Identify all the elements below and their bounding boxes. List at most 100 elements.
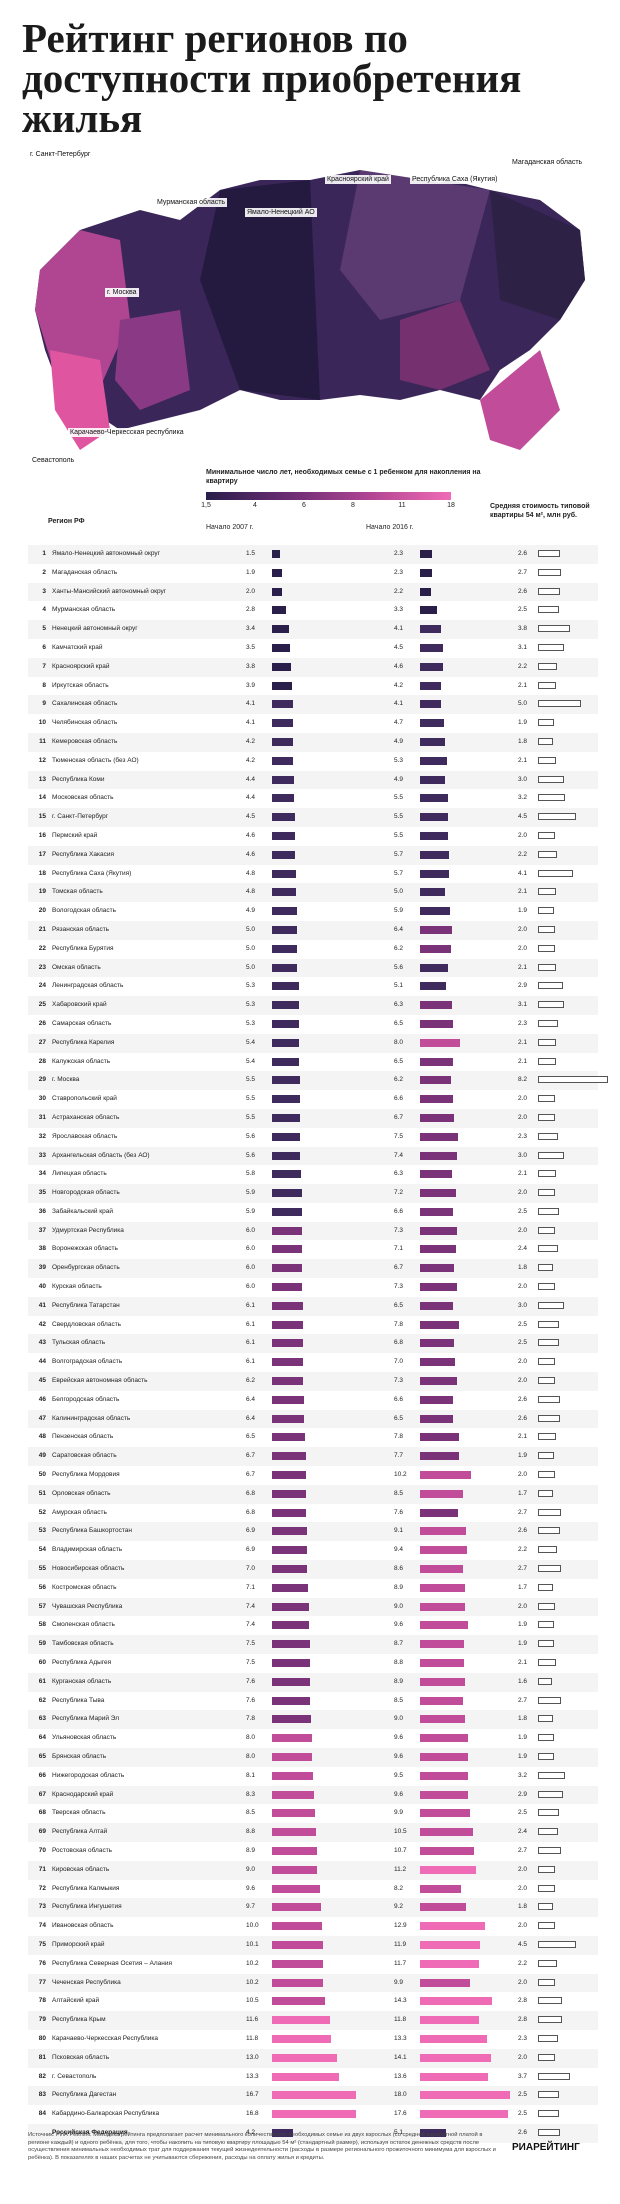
row-rank: 29 bbox=[38, 1076, 46, 1084]
row-rank: 35 bbox=[38, 1189, 46, 1197]
price-bar bbox=[538, 1659, 556, 1667]
row-rank: 28 bbox=[38, 1057, 46, 1065]
row-rank: 45 bbox=[38, 1377, 46, 1385]
price-bar bbox=[538, 1696, 562, 1704]
row-value-2007: 5.6 bbox=[246, 1151, 256, 1159]
row-value-2007: 5.0 bbox=[246, 944, 256, 952]
row-region: Омская область bbox=[52, 963, 101, 971]
row-rank: 68 bbox=[38, 1809, 46, 1817]
row-value-2007: 16.7 bbox=[246, 2091, 259, 2099]
row-value-2016: 10.7 bbox=[394, 1846, 407, 1854]
bar-2007 bbox=[272, 1414, 304, 1423]
price-bar bbox=[538, 1113, 556, 1121]
scale-tick: 11 bbox=[398, 502, 406, 509]
bar-2007 bbox=[272, 1095, 300, 1104]
row-region: Магаданская область bbox=[52, 568, 118, 576]
row-value-2007: 10.2 bbox=[246, 1959, 259, 1967]
row-region: Амурская область bbox=[52, 1508, 107, 1516]
row-rank: 40 bbox=[38, 1283, 46, 1291]
bar-2007 bbox=[272, 1245, 302, 1254]
row-value-2007: 10.1 bbox=[246, 1940, 259, 1948]
row-value-2007: 13.3 bbox=[246, 2072, 259, 2080]
table-row: 25 Хабаровский край 5.3 6.3 3.1 bbox=[28, 996, 598, 1015]
row-value-2016: 9.6 bbox=[394, 1734, 404, 1742]
row-rank: 31 bbox=[38, 1113, 46, 1121]
table-row: 35 Новгородская область 5.9 7.2 2.0 bbox=[28, 1184, 598, 1203]
table-row: 4 Мурманская область 2.8 3.3 2.5 bbox=[28, 601, 598, 620]
footnote: Источник: РИА Рейтинг. Методика рейтинга… bbox=[28, 2132, 496, 2161]
row-region: Ставропольский край bbox=[52, 1095, 117, 1103]
bar-2007 bbox=[272, 850, 295, 859]
bar-2007 bbox=[272, 662, 291, 671]
bar-2007 bbox=[272, 1001, 299, 1010]
row-value-2016: 11.8 bbox=[394, 2016, 407, 2024]
row-value-2016: 6.3 bbox=[394, 1170, 404, 1178]
row-price: 2.3 bbox=[518, 1019, 528, 1027]
table-row: 79 Республика Крым 11.6 11.8 2.8 bbox=[28, 2011, 598, 2030]
bar-2016 bbox=[420, 587, 431, 596]
table-row: 53 Республика Башкортостан 6.9 9.1 2.6 bbox=[28, 1522, 598, 1542]
row-value-2007: 5.5 bbox=[246, 1113, 256, 1121]
row-region: Саратовская область bbox=[52, 1452, 117, 1460]
bar-2016 bbox=[420, 2053, 491, 2062]
price-bar bbox=[538, 2034, 558, 2042]
table-row: 84 Кабардино-Балкарская Республика 16.8 17.… bbox=[28, 2105, 598, 2124]
row-region: г. Санкт-Петербург bbox=[52, 813, 109, 821]
row-value-2016: 17.6 bbox=[394, 2110, 407, 2118]
price-bar bbox=[538, 1151, 564, 1159]
price-bar bbox=[538, 1170, 556, 1178]
price-bar bbox=[538, 1245, 559, 1253]
row-rank: 15 bbox=[38, 813, 46, 821]
row-region: Удмуртская Республика bbox=[52, 1226, 124, 1234]
bar-2007 bbox=[272, 1734, 312, 1743]
bar-2007 bbox=[272, 1696, 310, 1705]
row-value-2007: 3.5 bbox=[246, 643, 256, 651]
row-value-2016: 4.7 bbox=[394, 719, 404, 727]
table-row: 64 Ульяновская область 8.0 9.6 1.9 bbox=[28, 1729, 598, 1748]
bar-2016 bbox=[420, 643, 443, 652]
row-price: 2.6 bbox=[518, 550, 528, 557]
row-rank: 14 bbox=[38, 794, 46, 802]
row-rank: 27 bbox=[38, 1038, 46, 1046]
table-row: 19 Томская область 4.8 5.0 2.1 bbox=[28, 883, 598, 903]
row-value-2016: 6.7 bbox=[394, 1113, 404, 1121]
row-value-2016: 6.5 bbox=[394, 1019, 404, 1027]
row-rank: 84 bbox=[38, 2110, 46, 2118]
bar-2007 bbox=[272, 1865, 317, 1874]
row-region: Самарская область bbox=[52, 1019, 112, 1027]
row-rank: 61 bbox=[38, 1677, 46, 1685]
table-row: 77 Чеченская Республика 10.2 9.9 2.0 bbox=[28, 1973, 598, 1993]
row-region: Калининградская область bbox=[52, 1414, 131, 1422]
row-price: 2.1 bbox=[518, 888, 528, 896]
row-rank: 58 bbox=[38, 1621, 46, 1629]
row-rank: 20 bbox=[38, 907, 46, 915]
bar-2016 bbox=[420, 1959, 479, 1968]
row-rank: 74 bbox=[38, 1922, 46, 1930]
bar-2007 bbox=[272, 1452, 306, 1461]
row-rank: 77 bbox=[38, 1978, 46, 1986]
row-rank: 56 bbox=[38, 1583, 46, 1591]
price-bar bbox=[538, 907, 555, 915]
row-value-2007: 7.0 bbox=[246, 1565, 256, 1573]
row-rank: 51 bbox=[38, 1489, 46, 1497]
page-title: Рейтинг регионов по доступности приобрет… bbox=[22, 15, 522, 141]
row-value-2016: 9.0 bbox=[394, 1602, 404, 1610]
bar-2016 bbox=[420, 1019, 453, 1028]
row-rank: 3 bbox=[42, 587, 46, 595]
bar-2016 bbox=[420, 1715, 465, 1724]
bar-2007 bbox=[272, 1151, 300, 1160]
price-bar bbox=[538, 1189, 556, 1197]
bar-2007 bbox=[272, 1264, 302, 1273]
price-bar bbox=[538, 719, 555, 727]
bar-2007 bbox=[272, 2053, 337, 2062]
table-row: 17 Республика Хакасия 4.6 5.7 2.2 bbox=[28, 845, 598, 865]
table-row: 15 г. Санкт-Петербург 4.5 5.5 4.5 bbox=[28, 808, 598, 827]
bar-2007 bbox=[272, 925, 297, 934]
table-row: 65 Брянская область 8.0 9.6 1.9 bbox=[28, 1748, 598, 1767]
row-price: 2.9 bbox=[518, 1790, 528, 1798]
row-price: 2.0 bbox=[518, 1602, 528, 1610]
row-value-2007: 4.6 bbox=[246, 831, 256, 839]
row-value-2007: 4.8 bbox=[246, 888, 256, 896]
row-region: Еврейская автономная область bbox=[52, 1377, 148, 1385]
row-price: 1.7 bbox=[518, 1583, 528, 1591]
